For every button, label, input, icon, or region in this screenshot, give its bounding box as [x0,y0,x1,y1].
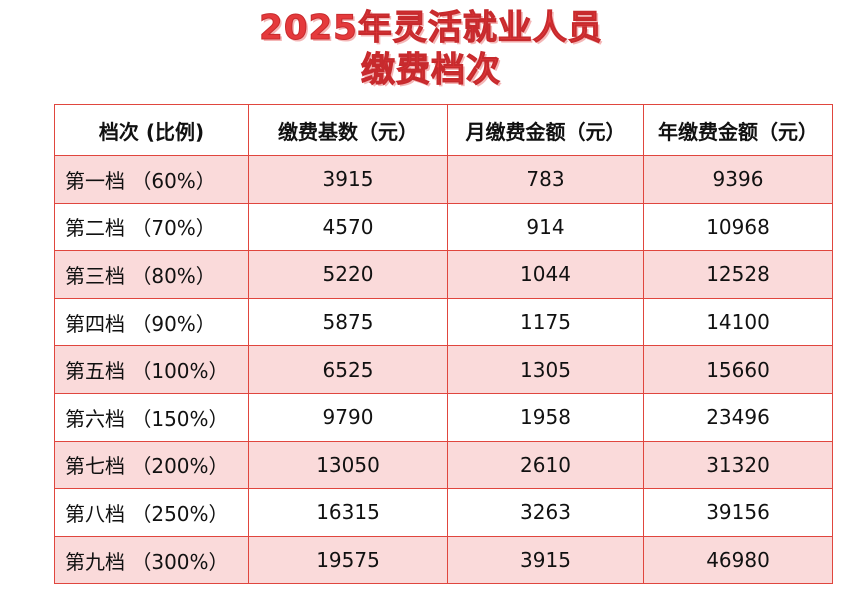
cell: 46980 [643,535,833,585]
row-label: 第七档 （200%） [54,440,249,490]
cell: 1305 [447,345,644,394]
table-body: 第一档 （60%） 3915 783 9396 第二档 （70%） 4570 914 1096… [54,155,833,585]
row-label: 第二档 （70%） [54,202,249,252]
table-row: 第五档 （100%） 6525 1305 15660 [54,345,833,394]
table-row: 第六档 （150%） 9790 1958 23496 [54,392,833,442]
title-line: 2025年灵活就业人员 [259,8,603,49]
cell: 3915 [248,155,448,204]
cell: 1175 [447,297,644,347]
cell: 15660 [643,345,833,394]
cell: 1044 [447,250,644,299]
cell: 31320 [643,440,833,490]
table-row: 第八档 （250%） 16315 3263 39156 [54,488,833,537]
cell: 9396 [643,155,833,204]
table-row: 第一档 （60%） 3915 783 9396 [54,155,833,204]
column-header: 档次 (比例) [54,104,249,156]
table-row: 第三档 （80%） 5220 1044 12528 [54,250,833,299]
cell: 10968 [643,202,833,252]
title-line: 缴费档次 [361,50,501,91]
row-label: 第八档 （250%） [54,488,249,537]
cell: 1958 [447,392,644,442]
row-label: 第一档 （60%） [54,155,249,204]
cell: 3263 [447,488,644,537]
header-row: 档次 (比例) 缴费基数（元） 月缴费金额（元） 年缴费金额（元） [54,104,833,156]
cell: 5875 [248,297,448,347]
row-label: 第五档 （100%） [54,345,249,394]
cell: 39156 [643,488,833,537]
cell: 23496 [643,392,833,442]
cell: 12528 [643,250,833,299]
cell: 9790 [248,392,448,442]
cell: 14100 [643,297,833,347]
cell: 5220 [248,250,448,299]
cell: 13050 [248,440,448,490]
cell: 783 [447,155,644,204]
table-row: 第九档 （300%） 19575 3915 46980 [54,535,833,585]
column-header: 月缴费金额（元） [447,104,644,156]
cell: 16315 [248,488,448,537]
cell: 3915 [447,535,644,585]
cell: 2610 [447,440,644,490]
column-header: 年缴费金额（元） [643,104,833,156]
cell: 19575 [248,535,448,585]
table-row: 第二档 （70%） 4570 914 10968 [54,202,833,252]
cell: 4570 [248,202,448,252]
cell: 6525 [248,345,448,394]
cell: 914 [447,202,644,252]
table-row: 第七档 （200%） 13050 2610 31320 [54,440,833,490]
row-label: 第六档 （150%） [54,392,249,442]
row-label: 第四档 （90%） [54,297,249,347]
row-label: 第三档 （80%） [54,250,249,299]
table: 档次 (比例) 缴费基数（元） 月缴费金额（元） 年缴费金额（元） 第一档 （60%）… [54,104,833,585]
row-label: 第九档 （300%） [54,535,249,585]
table-row: 第四档 （90%） 5875 1175 14100 [54,297,833,347]
column-header: 缴费基数（元） [248,104,448,156]
